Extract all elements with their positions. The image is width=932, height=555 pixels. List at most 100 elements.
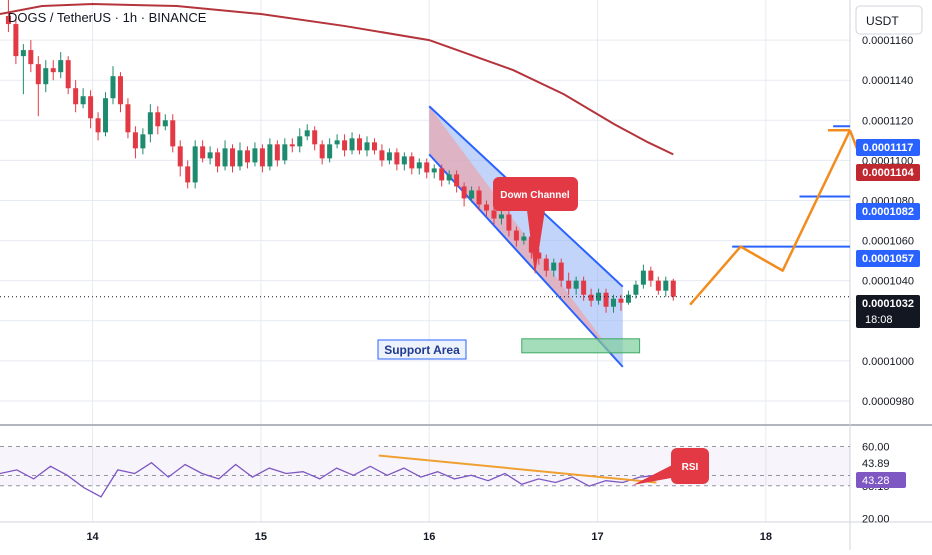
candle-body (80, 96, 86, 105)
countdown-text: 18:08 (865, 314, 893, 326)
price-tick-label: 0.0001140 (862, 75, 913, 87)
candle-body (611, 298, 617, 307)
candle-body (469, 190, 475, 199)
candle-body (416, 162, 422, 169)
candle-body (386, 152, 392, 161)
price-tick-label: 0.0001060 (862, 236, 914, 248)
candle-body (506, 214, 512, 231)
price-tick-label: 0.0001000 (862, 356, 914, 368)
time-tick-label: 16 (423, 531, 435, 543)
price-tag-target-2: 0.0001082 (856, 203, 920, 220)
candle-body (13, 24, 19, 57)
candle-body (618, 298, 624, 303)
rsi-tag-current: 43.28 (856, 472, 906, 488)
candle-body (185, 166, 191, 183)
candle-body (424, 162, 430, 173)
candle-body (244, 150, 250, 163)
candle-body (58, 60, 64, 73)
candle-body (349, 138, 355, 151)
candle-body (5, 16, 11, 25)
candle-body (215, 152, 221, 167)
candle-body (573, 280, 579, 289)
candle-body (117, 76, 123, 105)
candle-body (50, 68, 56, 73)
candle-body (566, 280, 572, 289)
currency-label: USDT (866, 14, 899, 28)
candle-body (267, 144, 273, 167)
support-zone (521, 338, 641, 354)
candle-body (461, 186, 467, 199)
candle-body (259, 148, 265, 167)
candle-body (222, 148, 228, 167)
rsi-callout-label: RSI (682, 462, 699, 473)
candle-body (252, 148, 258, 163)
candle-body (357, 138, 363, 151)
last-price-tag: 0.0001032 18:08 (856, 295, 920, 328)
last-price-text: 0.0001032 (862, 298, 914, 310)
candle-body (394, 152, 400, 165)
currency-selector[interactable]: USDT (855, 5, 923, 35)
candle-body (200, 146, 206, 159)
candle-body (334, 140, 340, 145)
candle-body (596, 292, 602, 301)
candle-body (110, 76, 116, 99)
candle-body (625, 294, 631, 303)
candle-body (521, 236, 527, 241)
candle-body (663, 280, 669, 291)
candle-body (364, 142, 370, 151)
candle-body (20, 50, 26, 57)
candle-body (73, 88, 79, 105)
candle-body (289, 144, 295, 147)
candle-body (95, 118, 101, 133)
candle-body (558, 262, 564, 281)
rsi-tick-label: 60.00 (862, 442, 890, 454)
candle-body (132, 132, 138, 149)
candle-body (304, 130, 310, 137)
down-channel-callout: Down Channel (493, 177, 578, 275)
time-tick-label: 15 (255, 531, 267, 543)
down-channel-inner-fill (429, 106, 623, 367)
price-tag-target-2-text: 0.0001082 (862, 206, 914, 218)
candle-body (633, 284, 639, 295)
candle-body (170, 120, 176, 147)
rsi-tag-current-text: 43.28 (862, 475, 890, 487)
candle-body (207, 152, 213, 159)
candle-body (476, 190, 482, 205)
candle-body (551, 262, 557, 271)
price-tag-target-3-text: 0.0001117 (863, 142, 914, 154)
down-channel-label: Down Channel (500, 190, 570, 201)
candle-body (588, 294, 594, 301)
candle-body (543, 258, 549, 271)
time-tick-label: 14 (86, 531, 99, 543)
time-tick-label: 17 (591, 531, 603, 543)
candle-body (140, 134, 146, 149)
candle-body (297, 136, 303, 147)
price-tag-target-3: 0.0001117 (856, 139, 920, 156)
price-tick-label: 0.0000980 (862, 396, 914, 408)
support-area-callout: Support Area (377, 339, 467, 360)
moving-average-line (0, 3, 674, 156)
candle-body (147, 112, 153, 135)
price-tag-ma: 0.0001104 (856, 164, 920, 181)
candle-body (536, 252, 542, 259)
candle-body (192, 146, 198, 183)
candle-body (88, 96, 94, 119)
candle-body (319, 144, 325, 159)
candle-body (371, 142, 377, 151)
projection-path (689, 129, 852, 306)
rsi-pane[interactable] (0, 446, 850, 498)
candle-body (312, 130, 318, 145)
chart-title: DOGS / TetherUS · 1h · BINANCE (8, 10, 207, 25)
candle-body (155, 112, 161, 127)
price-tick-label: 0.0001120 (862, 115, 913, 127)
rsi-tick-label: 20.00 (862, 513, 890, 525)
candle-body (648, 270, 654, 281)
candle-body (439, 168, 445, 181)
candle-body (274, 144, 280, 161)
candle-body (454, 174, 460, 187)
candle-body (28, 50, 34, 65)
price-tick-label: 0.0001160 (862, 35, 913, 47)
price-tick-label: 0.0001040 (862, 276, 914, 288)
candle-body (342, 140, 348, 151)
